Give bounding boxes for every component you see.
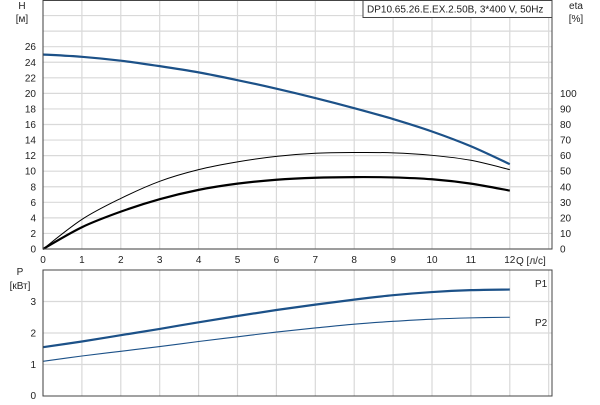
x-tick-label: 2 [118,255,124,266]
y-tick-label-left: 12 [25,151,37,162]
y-tick-label-left: 6 [30,198,36,209]
x-axis-label: Q [л/с] [516,256,546,267]
bottom-plot-frame [42,269,553,397]
y-tick-label-right: 60 [560,151,572,162]
y-tick-label-right: 100 [560,89,577,100]
y-tick-label-right: 30 [560,198,572,209]
y-tick-label-left: 2 [30,229,36,240]
y-tick-label-left: 20 [25,89,37,100]
y-tick-label-left: 16 [25,120,37,131]
y-tick-label-left: 10 [25,167,37,178]
y-tick-label-p: 1 [30,360,36,371]
bottom-plot-ticks: 0 1 2 3 [30,297,36,402]
y-tick-label-right: 70 [560,136,572,147]
y-tick-label-left: 22 [25,73,37,84]
y-tick-label-left: 18 [25,104,37,115]
power-curve-p2 [42,316,510,362]
bottom-plot-series [42,288,510,362]
efficiency-curve-thin [42,151,510,250]
y-axis-label-h: H [18,1,25,12]
y-tick-label-p: 0 [30,391,36,400]
y-axis-label-eta: eta [569,1,583,12]
x-tick-label: 0 [40,255,46,266]
y-tick-label-right: 80 [560,120,572,131]
x-tick-label: 11 [466,255,477,266]
y-tick-label-left: 26 [25,42,37,53]
x-tick-label: 9 [390,255,396,266]
top-plot-frame [42,0,553,250]
x-tick-label: 3 [157,255,163,266]
y-tick-label-right: 0 [560,245,566,256]
x-tick-label: 7 [313,255,319,266]
x-tick-label: 12 [504,255,516,266]
x-tick-label: 1 [79,255,85,266]
chart-title: DP10.65.26.E.EX.2.50B, 3*400 V, 50Hz [367,5,543,16]
y-tick-label-right: 10 [560,229,572,240]
y-axis-label-p: P [17,267,24,278]
y-axis-unit-eta: [%] [569,14,584,25]
y-tick-label-left: 4 [30,213,36,224]
top-plot-series [42,53,511,250]
y-tick-label-p: 2 [30,329,36,340]
title-box [362,0,553,18]
x-tick-label: 8 [351,255,357,266]
y-axis-unit-h: [м] [16,14,29,25]
y-tick-label-left: 14 [25,136,37,147]
y-tick-label-p: 3 [30,297,36,308]
y-tick-label-right: 50 [560,167,572,178]
y-tick-label-left: 0 [30,245,36,256]
y-axis-unit-p: [кВт] [10,281,31,292]
legend-p2: P2 [535,318,548,329]
x-tick-label: 5 [235,255,241,266]
efficiency-curve-thick [42,175,510,250]
y-tick-label-left: 8 [30,182,36,193]
y-tick-label-right: 20 [560,213,572,224]
head-curve [42,53,511,166]
y-tick-label-right: 40 [560,182,572,193]
bottom-plot-grid [42,270,552,396]
y-tick-label-right: 90 [560,104,572,115]
legend-p1: P1 [535,279,548,290]
x-tick-label: 4 [196,255,202,266]
y-tick-label-left: 24 [25,58,37,69]
x-tick-label: 10 [426,255,438,266]
x-tick-label: 6 [274,255,280,266]
power-curve-p1 [42,288,510,349]
top-plot-ticks: 0 1 2 3 4 5 6 7 8 9 10 11 12024681012141618202224260… [25,42,577,266]
